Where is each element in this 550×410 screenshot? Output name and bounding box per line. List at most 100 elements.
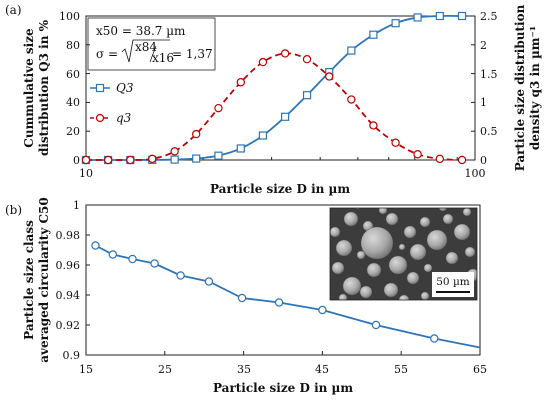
panel-b-x-tick: 65 [473, 363, 487, 376]
particle-sphere [442, 213, 454, 225]
particle-sphere [453, 223, 471, 241]
panel-a-right-y-tick: 2 [480, 39, 487, 52]
panel-a-right-y-title-line1: Particle size distribution [513, 4, 527, 171]
panel-a-x-tick: 10 [79, 167, 93, 180]
panel-a-x-axis-title: Particle size D in µm [210, 182, 350, 196]
panel-a-left-y-tick: 40 [66, 96, 80, 109]
particle-sphere [335, 239, 353, 257]
panel-b-y-tick: 1 [73, 199, 80, 212]
panel-a-left-y-tick: 60 [66, 68, 80, 81]
data-point-density-q3 [369, 121, 378, 130]
data-point-density-q3 [170, 147, 179, 156]
particle-sphere [438, 208, 448, 212]
panel-a-right-y-tick: 0 [480, 154, 487, 167]
data-point-density-q3 [457, 155, 467, 165]
sigma-denominator: x16 [152, 51, 174, 65]
legend-q3-density-label: q3 [116, 111, 132, 125]
panel-a-label: (a) [5, 3, 22, 17]
panel-b-frame [85, 204, 481, 356]
sigma-numerator: x84 [135, 40, 157, 54]
data-point-density-q3 [126, 155, 135, 165]
data-point-cumulative-q3 [214, 151, 223, 160]
legend-square-marker-icon [95, 83, 105, 93]
panel-b-x-tick: 25 [158, 363, 172, 376]
particle-sphere [330, 226, 341, 238]
panel-a-right-y-title-line2: density q3 in µm⁻¹ [528, 26, 542, 150]
panel-b-x-tick: 55 [394, 363, 408, 376]
data-point-cumulative-q3 [302, 91, 312, 100]
sigma-value: = 1,37 [172, 47, 213, 61]
panel-b-x-axis-title: Particle size D in µm [213, 381, 353, 395]
particle-sphere [398, 294, 410, 300]
data-point-circularity [128, 254, 137, 264]
data-point-circularity [274, 298, 284, 307]
panel-b-x-ticks: 15 25 35 45 55 65 [79, 363, 487, 376]
data-point-density-q3 [214, 103, 223, 113]
particle-sphere [403, 225, 417, 239]
panel-a-right-y-ticks: 0 0.5 1 1.5 2 2.5 [480, 10, 498, 167]
data-point-density-q3 [192, 129, 201, 139]
particle-sphere [398, 243, 406, 251]
legend-circle-marker-icon [95, 113, 105, 123]
data-point-cumulative-q3 [281, 112, 290, 121]
data-point-circularity [237, 293, 247, 303]
data-point-cumulative-q3 [457, 11, 467, 21]
panel-b-y-tick: 0.92 [56, 319, 81, 332]
statistics-annotation-box: x50 = 38.7 µm σ = x84 x16 = 1,37 [87, 17, 216, 71]
data-point-circularity [204, 277, 214, 286]
panel-a-series [81, 11, 476, 165]
micrograph-inset: 50 µm [329, 207, 478, 301]
panel-a-left-y-ticks: 0 20 40 60 80 100 [59, 10, 80, 167]
data-point-density-q3 [413, 150, 422, 159]
particle-sphere [331, 261, 345, 275]
micrograph-border [329, 207, 478, 301]
panel-a: (a) 0 20 40 60 80 100 0 0.5 1 1.5 2 2.5 [5, 3, 542, 196]
data-point-density-q3 [258, 57, 268, 67]
data-point-density-q3 [302, 55, 312, 64]
sigma-label: σ = [96, 47, 118, 61]
particle-sphere [426, 229, 448, 251]
particle-sphere [356, 250, 366, 260]
panel-b-label: (b) [5, 203, 22, 217]
data-point-density-q3 [435, 154, 445, 164]
data-point-cumulative-q3 [413, 13, 422, 22]
panel-b-y-tick: 0.9 [63, 349, 81, 362]
panel-b-y-tick: 0.94 [56, 289, 81, 302]
particle-sphere [343, 211, 359, 227]
panel-b-y-tick: 0.96 [56, 259, 81, 272]
particle-sphere [420, 291, 430, 300]
data-point-cumulative-q3 [435, 11, 444, 21]
panel-b-y-title-line1: Particle size class [22, 220, 36, 340]
data-point-circularity [91, 241, 100, 250]
data-point-density-q3 [103, 155, 113, 165]
panel-a-right-y-tick: 1 [480, 96, 487, 109]
panel-b-y-tick: 0.98 [56, 229, 81, 242]
panel-a-right-y-tick: 2.5 [480, 10, 498, 23]
particle-sphere [342, 276, 362, 296]
data-point-cumulative-q3 [369, 30, 378, 39]
data-point-cumulative-q3 [192, 154, 201, 163]
particle-sphere [383, 282, 399, 298]
particle-sphere [464, 246, 476, 258]
data-point-density-q3 [347, 95, 356, 104]
data-point-cumulative-q3 [347, 46, 356, 55]
legend-q3-cumulative-label: Q3 [116, 81, 134, 95]
panel-a-left-y-tick: 100 [59, 10, 80, 23]
panel-a-legend: Q3 q3 [90, 81, 134, 125]
data-point-density-q3 [280, 49, 290, 58]
particle-sphere [366, 262, 382, 278]
particle-sphere [359, 285, 373, 299]
data-point-circularity [371, 320, 381, 330]
panel-a-right-y-tick: 0.5 [480, 125, 498, 138]
panel-b-y-title-line2: averaged circularity C50 [37, 197, 51, 362]
panel-a-left-y-title-line2: distribution Q3 in % [37, 19, 51, 156]
data-point-cumulative-q3 [258, 131, 268, 140]
panel-b-y-ticks: 0.9 0.92 0.94 0.96 0.98 1 [56, 199, 81, 362]
panel-a-right-y-tick: 1.5 [480, 68, 498, 81]
particle-sphere [360, 226, 394, 260]
particle-sphere [378, 208, 388, 215]
x50-annotation: x50 = 38.7 µm [96, 24, 186, 38]
panel-b-x-tick: 15 [79, 363, 93, 376]
